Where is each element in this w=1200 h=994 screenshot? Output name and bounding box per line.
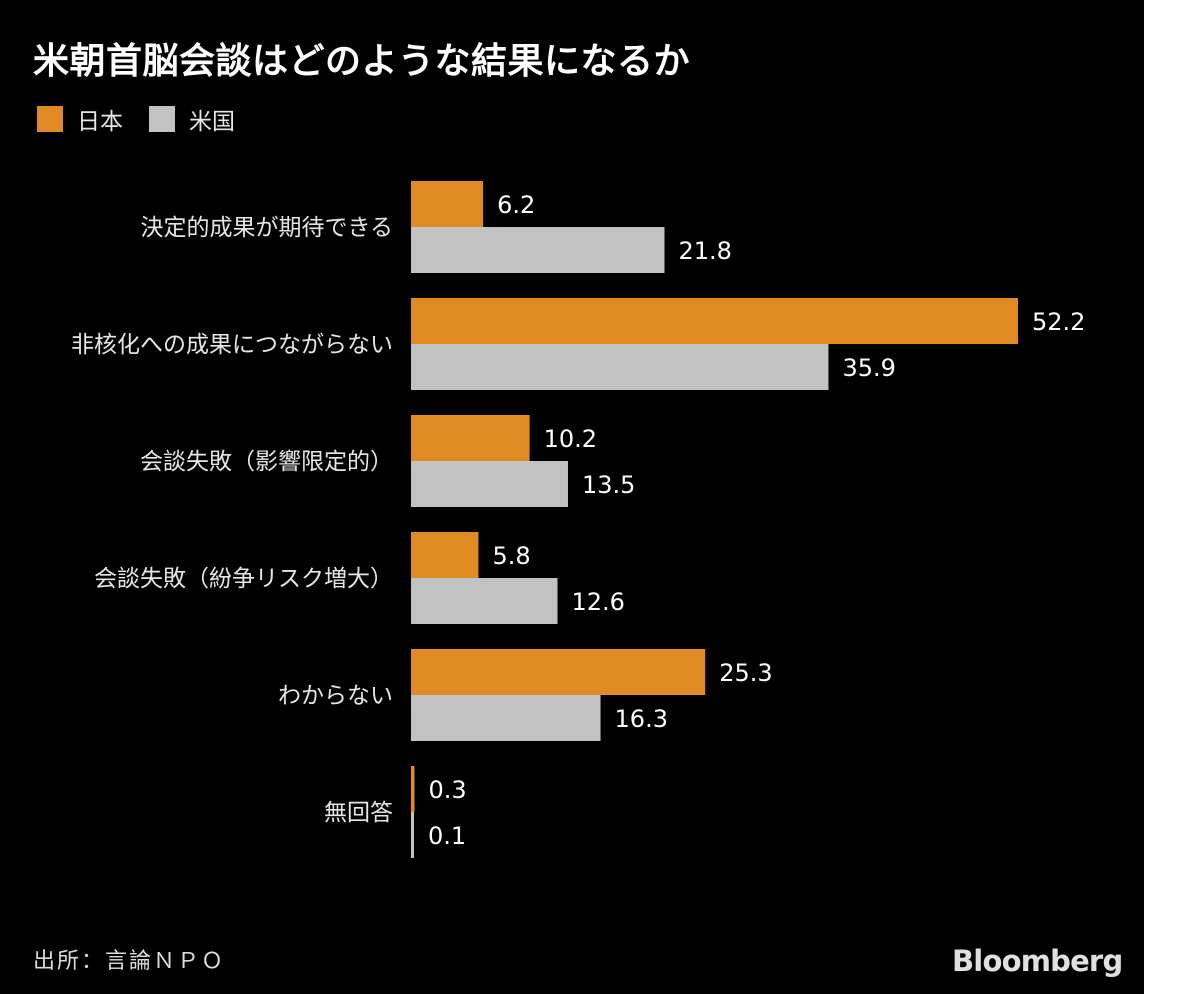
chart-title: 米朝首脳会談はどのような結果になるか — [33, 41, 691, 82]
legend-swatch-us — [149, 106, 175, 132]
bar-value-label: 10.2 — [544, 425, 597, 453]
bar-japan — [411, 649, 706, 695]
bar-us — [411, 227, 665, 273]
bar-us — [411, 578, 558, 624]
chart-panel: 米朝首脳会談はどのような結果になるか 日本 米国 決定的成果が期待できる 6.2 2… — [0, 0, 1144, 994]
bar-us — [411, 695, 601, 741]
bar-value-label: 52.2 — [1032, 308, 1085, 336]
bar-value-label: 13.5 — [582, 471, 635, 499]
bar-value-label: 35.9 — [842, 354, 895, 382]
bar-value-label: 0.1 — [428, 822, 466, 850]
category-label: わからない — [278, 683, 393, 709]
bar-value-label: 21.8 — [678, 237, 731, 265]
bar-japan — [411, 532, 479, 578]
bar-us — [411, 344, 829, 390]
bar-value-label: 16.3 — [615, 705, 668, 733]
bloomberg-logo: Bloomberg — [952, 944, 1123, 978]
category-label: 会談失敗（紛争リスク増大） — [94, 566, 393, 592]
bar-value-label: 0.3 — [428, 776, 466, 804]
category-label: 無回答 — [324, 800, 393, 826]
bar-japan — [411, 181, 484, 227]
bar-chart-plot: 決定的成果が期待できる 6.2 21.8 非核化への成果につながらない 52.2 35.9… — [71, 181, 1085, 858]
bar-value-label: 6.2 — [497, 191, 535, 219]
source-note: 出所：言論ＮＰＯ — [33, 949, 226, 974]
legend-label-us: 米国 — [189, 109, 235, 135]
legend-item-us: 米国 — [149, 102, 235, 136]
bar-value-label: 5.8 — [492, 542, 530, 570]
bar-us — [411, 812, 414, 858]
bar-japan — [411, 298, 1018, 344]
legend-item-japan: 日本 — [37, 102, 123, 136]
legend: 日本 米国 — [37, 102, 261, 136]
category-label: 決定的成果が期待できる — [140, 215, 393, 241]
category-label: 非核化への成果につながらない — [71, 332, 393, 358]
bar-japan — [411, 766, 415, 812]
bar-us — [411, 461, 568, 507]
category-label: 会談失敗（影響限定的） — [140, 449, 393, 475]
legend-label-japan: 日本 — [77, 109, 123, 135]
bar-japan — [411, 415, 530, 461]
bar-value-label: 25.3 — [719, 659, 772, 687]
legend-swatch-japan — [37, 106, 63, 132]
bar-value-label: 12.6 — [572, 588, 625, 616]
